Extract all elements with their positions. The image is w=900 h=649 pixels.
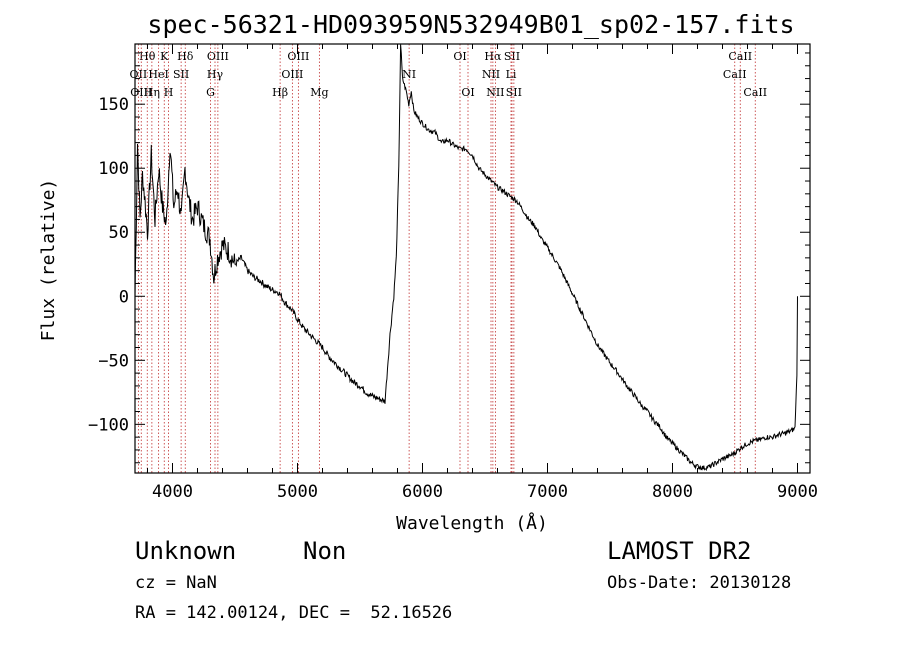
x-tick-label: 9000 — [777, 482, 818, 502]
line-marker-label: SII — [506, 86, 522, 99]
object-type: Unknown — [135, 537, 237, 565]
line-marker-label: SII — [173, 68, 189, 81]
line-marker-label: CaII — [728, 50, 752, 63]
line-marker-label: CaII — [723, 68, 747, 81]
x-tick-label: 8000 — [652, 482, 693, 502]
line-marker-label: NI — [402, 68, 416, 81]
line-marker-label: OIII — [287, 50, 309, 63]
line-marker-label: OIII — [130, 86, 152, 99]
survey-name: LAMOST DR2 — [607, 537, 752, 565]
line-marker-label: G — [206, 86, 215, 99]
y-tick-label: −100 — [88, 415, 129, 435]
line-marker-label: OI — [453, 50, 466, 63]
object-subclass: Non — [303, 537, 347, 565]
line-marker-label: Hγ — [207, 68, 224, 81]
x-tick-label: 5000 — [277, 482, 318, 502]
obs-date: Obs-Date: 20130128 — [607, 573, 792, 593]
line-marker-label: H — [164, 86, 174, 99]
coordinates: RA = 142.00124, DEC = 52.16526 — [135, 603, 453, 623]
y-tick-label: 50 — [109, 223, 129, 243]
x-axis: 4000 5000 6000 7000 8000 9000 — [147, 44, 818, 502]
x-axis-label: Wavelength (Å) — [396, 512, 548, 534]
redshift-cz: cz = NaN — [135, 573, 217, 593]
y-axis-label: Flux (relative) — [38, 179, 59, 342]
line-marker-label: SII — [504, 50, 520, 63]
line-marker-label: Hη — [144, 86, 160, 99]
y-axis: −100 −50 0 50 100 150 — [88, 52, 810, 464]
chart-title: spec-56321-HD093959N532949B01_sp02-157.f… — [147, 10, 794, 39]
y-tick-label: 100 — [98, 159, 129, 179]
x-tick-label: 4000 — [152, 482, 193, 502]
line-marker-label: NII — [482, 68, 500, 81]
y-tick-label: −50 — [98, 351, 129, 371]
line-marker-label: Mg — [310, 86, 328, 99]
line-marker-label: Hδ — [177, 50, 194, 63]
y-tick-label: 150 — [98, 95, 129, 115]
line-marker-label: K — [160, 50, 169, 63]
line-marker-label: Hθ — [139, 50, 156, 63]
line-marker-label: Hβ — [272, 86, 288, 99]
line-marker-label: Hα — [484, 50, 502, 63]
line-marker-label: OIII — [281, 68, 303, 81]
line-marker-label: Li — [506, 68, 517, 81]
x-tick-label: 6000 — [402, 482, 443, 502]
line-marker-label: NII — [486, 86, 504, 99]
y-tick-label: 0 — [119, 287, 129, 307]
x-tick-label: 7000 — [527, 482, 568, 502]
line-marker-label: OIII — [207, 50, 229, 63]
spectrum-series — [134, 44, 798, 472]
line-marker-label: OII — [130, 68, 148, 81]
line-marker-label: CaII — [743, 86, 767, 99]
spectrum-line — [134, 44, 798, 472]
line-marker-label: OI — [461, 86, 474, 99]
line-marker-label: HeI — [148, 68, 168, 81]
plot-frame — [134, 43, 811, 474]
